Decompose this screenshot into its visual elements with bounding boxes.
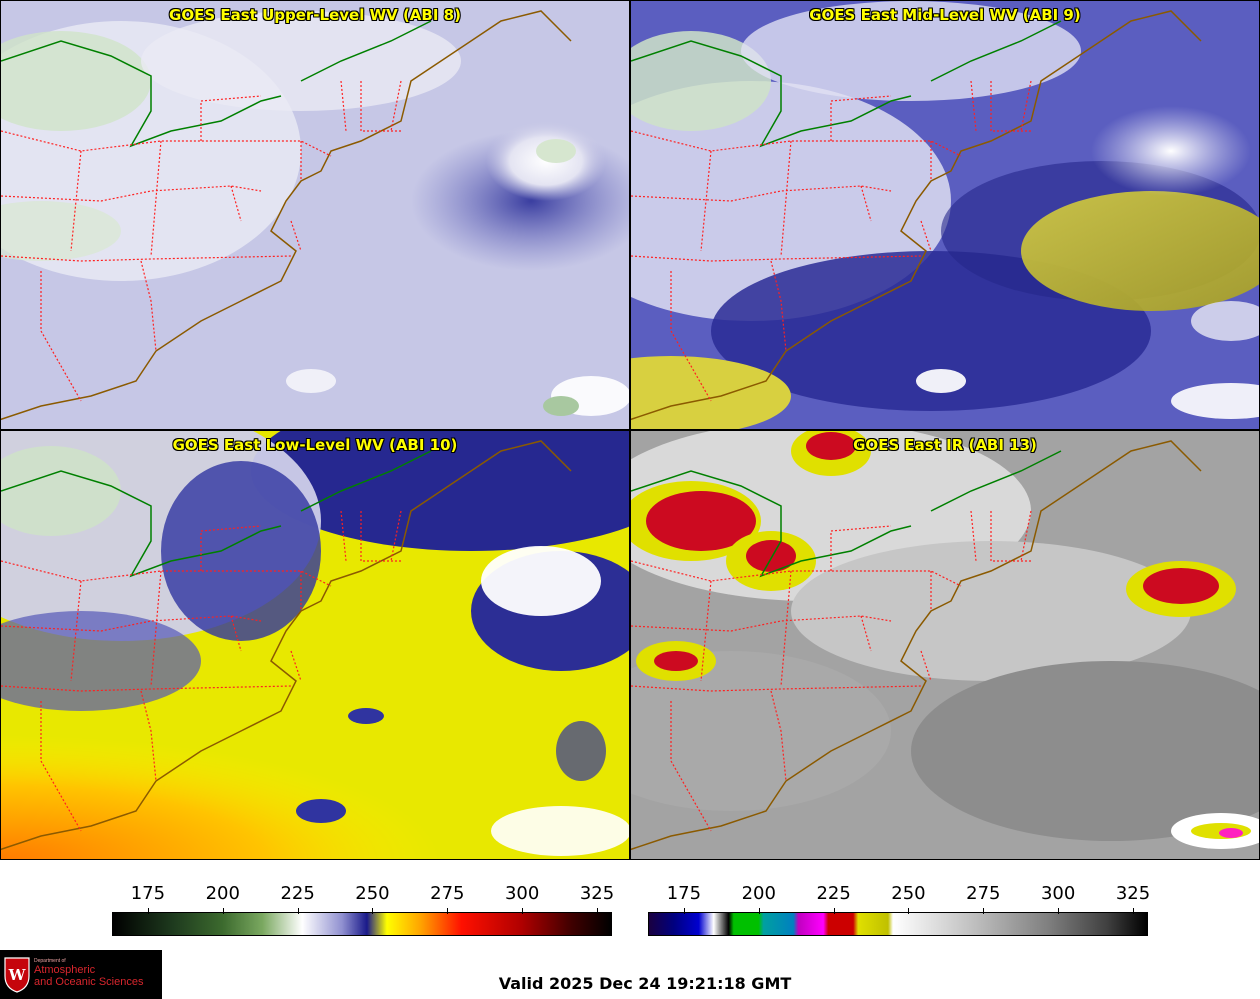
logo-dept: Department of	[34, 958, 66, 964]
colorbar-tick	[983, 908, 985, 914]
colorbar-tick	[758, 908, 760, 914]
wv-colorbar: 175 200 225 250 275 300 325	[112, 880, 614, 940]
mid-level-wv-image	[631, 1, 1259, 429]
panel-ir: GOES East IR (ABI 13)	[630, 430, 1260, 860]
colorbar-tick	[372, 908, 374, 914]
wv-colorbar-gradient	[112, 912, 612, 936]
logo-line-2: and Oceanic Sciences	[34, 976, 144, 988]
colorbar-tick-label: 200	[741, 883, 776, 904]
ir-image	[631, 431, 1259, 859]
colorbar-tick-label: 225	[280, 883, 315, 904]
colorbar-tick	[597, 908, 599, 914]
ir-colorbar: 175 200 225 250 275 300 325	[648, 880, 1150, 940]
colorbar-tick	[683, 908, 685, 914]
panel-title: GOES East IR (ABI 13)	[853, 436, 1037, 454]
image-grid: GOES East Upper-Level WV (ABI 8)	[0, 0, 1260, 860]
panel-title: GOES East Upper-Level WV (ABI 8)	[169, 6, 461, 24]
aos-logo: W Department of Atmospheric and Oceanic …	[0, 950, 162, 999]
colorbar-tick-label: 250	[891, 883, 926, 904]
colorbar-tick	[147, 908, 149, 914]
colorbar-tick-label: 325	[1115, 883, 1151, 904]
colorbar-tick	[522, 908, 524, 914]
panel-upper-level-wv: GOES East Upper-Level WV (ABI 8)	[0, 0, 630, 430]
colorbar-tick	[1133, 908, 1135, 914]
colorbar-tick-label: 175	[130, 883, 166, 904]
valid-time: Valid 2025 Dec 24 19:21:18 GMT	[498, 974, 792, 993]
colorbar-tick-label: 225	[816, 883, 851, 904]
colorbar-tick-label: 250	[355, 883, 390, 904]
upper-level-wv-image	[1, 1, 629, 429]
colorbar-tick-label: 325	[579, 883, 615, 904]
colorbar-tick	[297, 908, 299, 914]
colorbar-tick	[1058, 908, 1060, 914]
low-level-wv-image	[1, 431, 629, 859]
colorbar-tick-label: 275	[430, 883, 465, 904]
colorbar-tick-label: 175	[666, 883, 702, 904]
panel-mid-level-wv: GOES East Mid-Level WV (ABI 9)	[630, 0, 1260, 430]
colorbar-tick	[447, 908, 449, 914]
svg-text:W: W	[8, 966, 27, 984]
colorbar-tick	[908, 908, 910, 914]
colorbar-tick	[833, 908, 835, 914]
colorbar-tick-label: 275	[966, 883, 1001, 904]
uw-crest-icon: W	[4, 957, 30, 993]
colorbar-tick	[222, 908, 224, 914]
panel-title: GOES East Mid-Level WV (ABI 9)	[809, 6, 1081, 24]
logo-line-1: Atmospheric	[34, 964, 96, 976]
panel-low-level-wv: GOES East Low-Level WV (ABI 10)	[0, 430, 630, 860]
ir-colorbar-gradient	[648, 912, 1148, 936]
colorbar-tick-label: 300	[504, 883, 540, 904]
colorbar-tick-label: 300	[1040, 883, 1076, 904]
colorbar-tick-label: 200	[205, 883, 240, 904]
panel-title: GOES East Low-Level WV (ABI 10)	[172, 436, 458, 454]
